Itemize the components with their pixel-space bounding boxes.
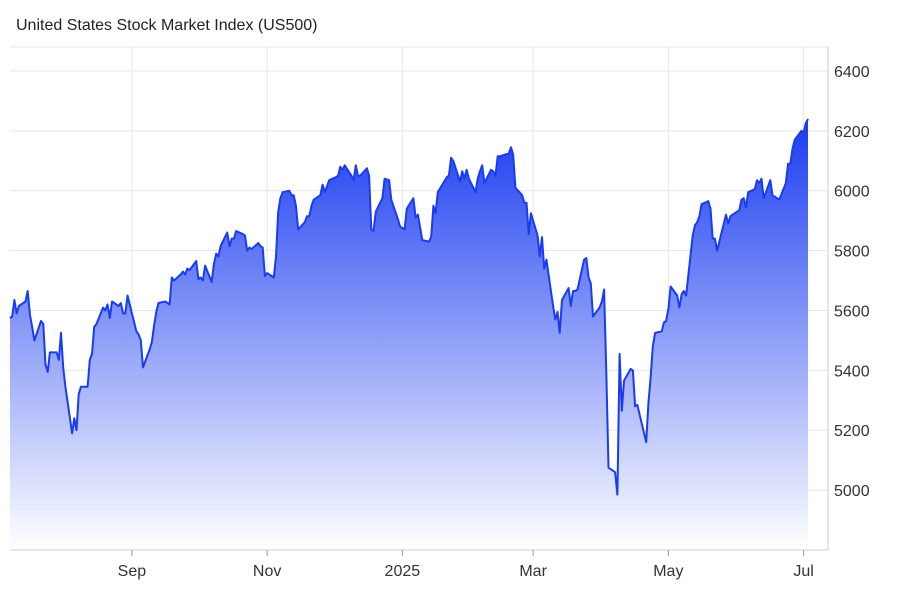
- series-line: [9, 118, 809, 496]
- y-tick-label: 5200: [834, 423, 870, 440]
- y-tick-label: 5000: [834, 483, 870, 500]
- x-tick-label: Nov: [253, 563, 281, 580]
- y-tick-label: 6000: [834, 184, 870, 201]
- axes: [10, 47, 829, 551]
- y-axis-ticks: 5000 5200 5400 5600 5800 6000 6200 6400: [834, 64, 870, 500]
- x-axis-ticks: Sep Nov 2025 Mar May Jul: [118, 550, 814, 580]
- area-fill: [10, 118, 808, 551]
- y-tick-label: 6200: [834, 124, 870, 141]
- x-tick-label: 2025: [385, 563, 421, 580]
- y-tick-label: 5800: [834, 244, 870, 261]
- chart-title: United States Stock Market Index (US500): [16, 17, 317, 34]
- y-tick-label: 5400: [834, 363, 870, 380]
- y-tick-label: 6400: [834, 64, 870, 81]
- x-tick-label: May: [653, 563, 683, 580]
- x-tick-label: Sep: [118, 563, 147, 580]
- x-tick-label: Jul: [793, 563, 813, 580]
- x-tick-label: Mar: [519, 563, 547, 580]
- y-tick-label: 5600: [834, 303, 870, 320]
